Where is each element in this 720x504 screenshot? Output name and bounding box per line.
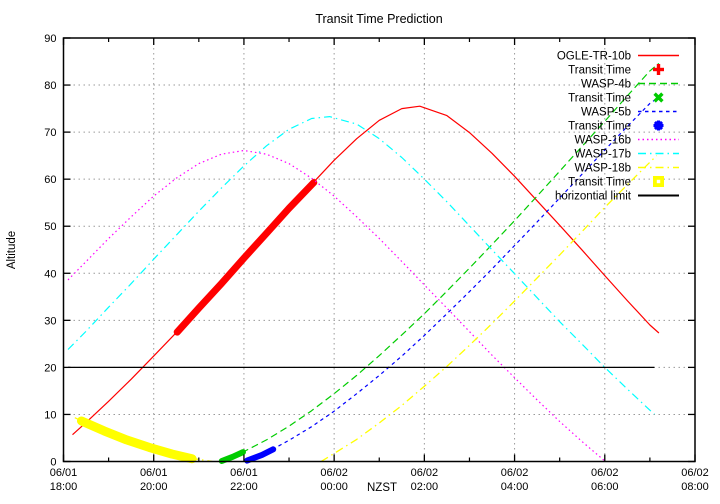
legend-marker-cross-icon bbox=[653, 92, 664, 103]
legend-row: OGLE-TR-10b bbox=[557, 51, 679, 63]
x-tick-label-time: 00:00 bbox=[320, 481, 348, 493]
x-tick-label-date: 06/01 bbox=[140, 467, 168, 479]
y-tick-label: 40 bbox=[44, 268, 56, 280]
transit-band-ogle-tr-10b-transit-time bbox=[173, 179, 318, 336]
x-tick-label-time: 02:00 bbox=[411, 481, 439, 493]
x-tick-label-time: 20:00 bbox=[140, 481, 168, 493]
legend-label: Transit Time bbox=[568, 93, 631, 105]
y-tick-label: 70 bbox=[44, 127, 56, 139]
x-tick-label-time: 06:00 bbox=[591, 481, 619, 493]
legend-row: Transit Time bbox=[568, 176, 664, 189]
transit-band-wasp-5b-transit-time bbox=[244, 446, 277, 464]
legend-label: WASP-4b bbox=[581, 79, 631, 91]
chart-title: Transit Time Prediction bbox=[315, 12, 442, 26]
legend-label: OGLE-TR-10b bbox=[557, 51, 631, 63]
y-tick-label: 20 bbox=[44, 362, 56, 374]
legend-row: Transit Time bbox=[568, 64, 664, 77]
legend-row: Transit Time bbox=[568, 120, 664, 133]
grid-layer bbox=[63, 38, 695, 462]
x-tick-label-time: 08:00 bbox=[681, 481, 709, 493]
transit-band-wasp-4b-transit-time bbox=[218, 449, 246, 464]
series-layer bbox=[67, 62, 660, 464]
legend-label: WASP-17b bbox=[575, 149, 631, 161]
legend-marker-asterisk-icon bbox=[653, 120, 664, 131]
legend-label: Transit Time bbox=[568, 177, 631, 189]
x-tick-label-time: 04:00 bbox=[501, 481, 529, 493]
y-tick-label: 60 bbox=[44, 174, 56, 186]
x-tick-label-date: 06/02 bbox=[681, 467, 709, 479]
transit-band-wasp-18b-transit-time bbox=[77, 416, 197, 464]
series-wasp-18b bbox=[320, 155, 658, 463]
legend-label: WASP-16b bbox=[575, 135, 631, 147]
legend-marker-plus-icon bbox=[653, 64, 664, 75]
x-tick-label-date: 06/02 bbox=[501, 467, 529, 479]
x-tick-label-date: 06/02 bbox=[320, 467, 348, 479]
legend-row: WASP-4b bbox=[581, 79, 679, 91]
y-tick-label: 80 bbox=[44, 80, 56, 92]
x-tick-label-date: 06/02 bbox=[591, 467, 619, 479]
y-tick-label: 30 bbox=[44, 315, 56, 327]
legend-label: horizontial limit bbox=[555, 191, 632, 203]
marker-arm bbox=[653, 120, 664, 131]
axes-layer: 06/01 18:00 06/01 20:00 06/01 22:00 06/02 00:00… bbox=[44, 33, 709, 493]
x-tick-label-time: 22:00 bbox=[230, 481, 258, 493]
legend-label: Transit Time bbox=[568, 65, 631, 77]
y-tick-label: 90 bbox=[44, 33, 56, 45]
series-wasp-16b bbox=[67, 149, 606, 462]
legend-row: WASP-16b bbox=[575, 135, 679, 147]
x-tick-label-date: 06/02 bbox=[411, 467, 439, 479]
x-tick-label-time: 18:00 bbox=[50, 481, 78, 493]
legend-label: WASP-5b bbox=[581, 107, 631, 119]
series-wasp-17b bbox=[67, 115, 655, 415]
marker-arm bbox=[653, 92, 664, 103]
legend-label: WASP-18b bbox=[575, 163, 631, 175]
series-ogle-tr-10b bbox=[72, 105, 660, 436]
y-axis-label: Altitude bbox=[6, 231, 18, 269]
legend-row: WASP-17b bbox=[575, 149, 679, 161]
series-wasp-5b bbox=[246, 96, 660, 463]
legend-label: Transit Time bbox=[568, 121, 631, 133]
y-tick-label: 10 bbox=[44, 409, 56, 421]
y-tick-label: 50 bbox=[44, 221, 56, 233]
legend-row: WASP-18b bbox=[575, 163, 679, 175]
marker-square-hole bbox=[656, 179, 661, 184]
legend-row: horizontial limit bbox=[555, 191, 679, 203]
legend-row: WASP-5b bbox=[581, 107, 679, 119]
legend: OGLE-TR-10b Transit Time WASP-4b Transit Ti… bbox=[555, 51, 679, 203]
x-axis-label: NZST bbox=[367, 482, 397, 494]
legend-marker-open-square-icon bbox=[653, 176, 664, 187]
y-tick-label: 0 bbox=[50, 457, 56, 469]
x-tick-label-date: 06/01 bbox=[50, 467, 78, 479]
legend-row: Transit Time bbox=[568, 92, 664, 105]
x-tick-label-date: 06/01 bbox=[230, 467, 258, 479]
